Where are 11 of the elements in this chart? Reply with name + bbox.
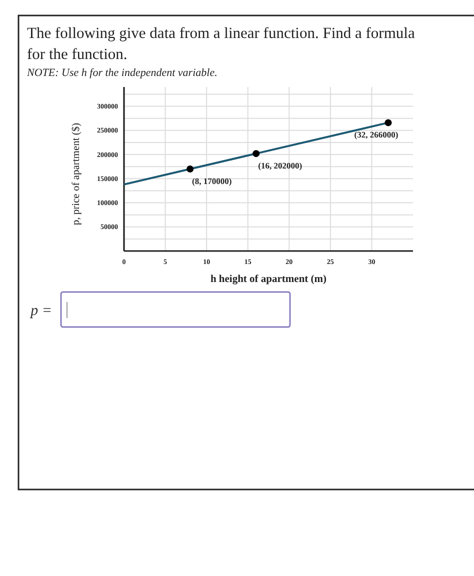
- x-axis-title: h height of apartment (m): [210, 274, 328, 285]
- point: [384, 119, 392, 126]
- point: [252, 150, 260, 158]
- text: p =: [30, 303, 52, 319]
- annotation: (16, 202000): [258, 160, 302, 171]
- annotation: (32, 266000): [354, 130, 398, 140]
- point: [186, 166, 194, 172]
- chart-subtitle: NOTE: Use h for the independent variable.: [26, 67, 218, 79]
- y-axis-title: p, price of apartment ($): [71, 122, 82, 226]
- chart-title: The following give data from a linear function. Find a formula for the function.: [27, 25, 415, 63]
- annotation: (8, 170000): [192, 176, 232, 186]
